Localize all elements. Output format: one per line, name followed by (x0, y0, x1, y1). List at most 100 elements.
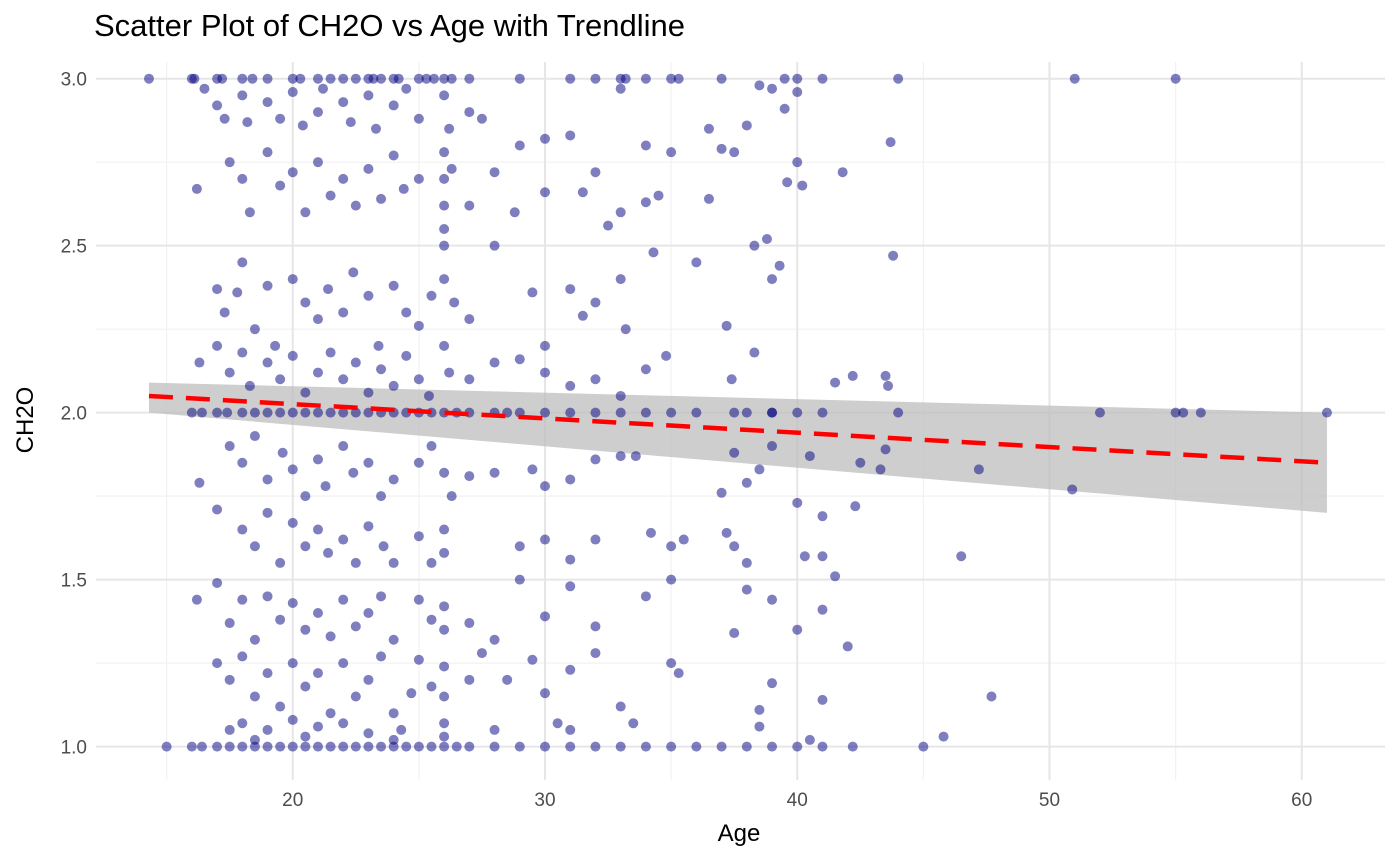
data-point (767, 678, 778, 689)
data-point (363, 90, 374, 101)
data-point (287, 464, 298, 475)
data-point (249, 541, 260, 552)
data-point (973, 464, 984, 475)
data-point (312, 314, 323, 325)
data-point (277, 447, 288, 458)
data-point (847, 741, 858, 752)
data-point (729, 147, 740, 158)
data-point (817, 73, 828, 84)
x-axis-ticks: 20 30 40 50 60 (282, 790, 1312, 811)
data-point (489, 357, 500, 368)
data-point (325, 73, 336, 84)
x-tick-label: 50 (1039, 790, 1060, 811)
data-point (388, 150, 399, 161)
data-point (552, 718, 563, 729)
data-point (918, 741, 929, 752)
y-axis-ticks: 1.0 1.5 2.0 2.5 3.0 (61, 70, 87, 759)
data-point (817, 741, 828, 752)
data-point (439, 624, 450, 635)
data-point (540, 340, 551, 351)
data-point (514, 574, 525, 585)
data-point (880, 444, 891, 455)
data-point (767, 741, 778, 752)
data-point (224, 618, 235, 629)
data-point (196, 741, 207, 752)
data-point (640, 407, 651, 418)
data-point (338, 374, 349, 385)
data-point (388, 474, 399, 485)
data-point (476, 113, 487, 124)
data-point (426, 741, 437, 752)
data-point (799, 551, 810, 562)
data-point (797, 180, 808, 191)
data-point (540, 481, 551, 492)
data-point (444, 123, 455, 134)
data-point (439, 547, 450, 558)
data-point (741, 584, 752, 595)
data-point (640, 741, 651, 752)
data-point (666, 73, 677, 84)
data-point (439, 467, 450, 478)
data-point (439, 661, 450, 672)
data-point (199, 83, 210, 94)
data-point (287, 658, 298, 669)
data-point (615, 207, 626, 218)
data-point (850, 501, 861, 512)
data-point (741, 477, 752, 488)
data-point (489, 240, 500, 251)
data-point (729, 447, 740, 458)
data-point (565, 581, 576, 592)
data-point (817, 604, 828, 615)
data-point (237, 257, 248, 268)
data-point (191, 594, 202, 605)
data-point (196, 407, 207, 418)
data-point (312, 454, 323, 465)
data-point (429, 73, 440, 84)
data-point (837, 167, 848, 178)
data-point (287, 741, 298, 752)
data-point (464, 314, 475, 325)
data-point (464, 374, 475, 385)
data-point (338, 658, 349, 669)
data-point (792, 741, 803, 752)
data-point (792, 73, 803, 84)
data-point (489, 634, 500, 645)
data-point (219, 307, 230, 318)
data-point (540, 133, 551, 144)
data-point (388, 708, 399, 719)
data-point (338, 173, 349, 184)
data-point (620, 324, 631, 335)
data-point (212, 340, 223, 351)
chart-title: Scatter Plot of CH2O vs Age with Trendli… (94, 8, 685, 43)
data-point (378, 541, 389, 552)
data-point (1094, 407, 1105, 418)
data-point (540, 367, 551, 378)
data-point (388, 741, 399, 752)
data-point (565, 554, 576, 565)
data-point (439, 90, 450, 101)
data-point (749, 240, 760, 251)
data-point (615, 701, 626, 712)
data-point (590, 374, 601, 385)
data-point (640, 197, 651, 208)
data-point (224, 724, 235, 735)
data-point (413, 741, 424, 752)
data-point (212, 504, 223, 515)
data-point (237, 651, 248, 662)
data-point (338, 534, 349, 545)
data-point (287, 274, 298, 285)
data-point (426, 614, 437, 625)
data-point (222, 407, 233, 418)
data-point (219, 113, 230, 124)
data-point (540, 688, 551, 699)
data-point (527, 464, 538, 475)
data-point (439, 240, 450, 251)
data-point (398, 183, 409, 194)
data-point (703, 193, 714, 204)
data-point (237, 457, 248, 468)
data-point (678, 534, 689, 545)
data-point (350, 73, 361, 84)
data-point (439, 691, 450, 702)
